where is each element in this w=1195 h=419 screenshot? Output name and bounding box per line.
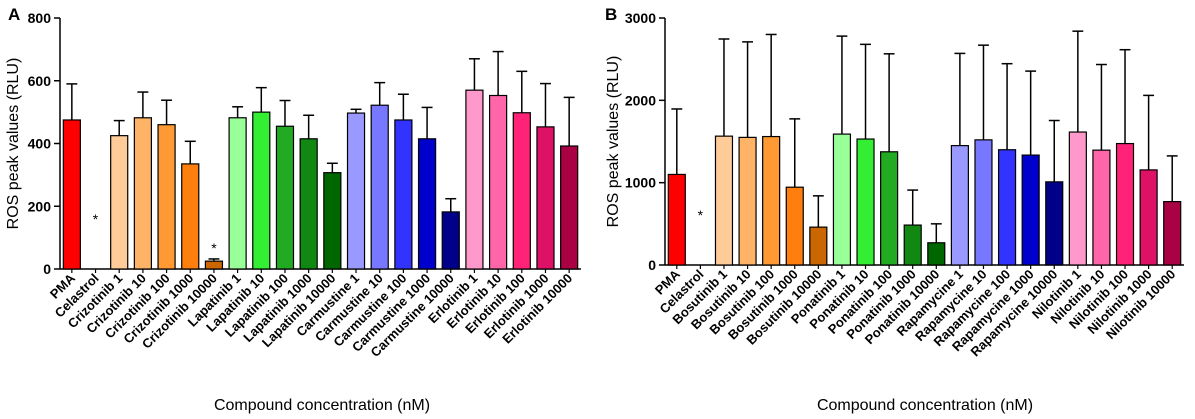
y-tick-label: 800 [28, 10, 52, 26]
x-axis-title: Compound concentration (nM) [214, 397, 430, 414]
y-tick-label: 600 [28, 73, 52, 89]
bar [488, 94, 508, 270]
bar [536, 126, 555, 270]
bar [1045, 181, 1064, 266]
bar [1163, 201, 1182, 266]
bar [560, 145, 579, 270]
y-tick-label: 3000 [625, 10, 656, 26]
bar [370, 104, 389, 270]
bar [465, 89, 484, 270]
bar [1092, 149, 1111, 266]
x-axis-title: Compound concentration (nM) [817, 397, 1033, 414]
bar [667, 173, 686, 266]
bar [441, 211, 460, 270]
bar [809, 226, 828, 266]
y-tick-label: 400 [28, 136, 52, 152]
y-tick-label: 200 [28, 198, 52, 214]
bar [299, 138, 318, 270]
bar [714, 135, 734, 266]
bar [275, 125, 295, 270]
bar [997, 149, 1017, 266]
bar [950, 145, 969, 266]
bar [927, 242, 946, 266]
bar [785, 186, 804, 266]
bar [323, 172, 342, 270]
y-tick-label: 1000 [625, 175, 656, 191]
bar [738, 136, 757, 266]
bar [417, 138, 437, 270]
bar [1068, 131, 1087, 266]
y-axis-title: ROS peak values (RLU) [605, 56, 622, 228]
bar [133, 117, 153, 270]
bar [856, 138, 875, 266]
bar [181, 163, 200, 270]
y-tick-label: 0 [43, 261, 51, 277]
y-tick-label: 0 [648, 257, 656, 273]
bar [62, 119, 81, 270]
panel-label: A [8, 5, 20, 24]
bar [204, 260, 224, 270]
bar [512, 112, 531, 270]
significance-marker: * [211, 240, 217, 256]
significance-marker: * [93, 211, 99, 227]
bar [346, 112, 366, 270]
bar [762, 135, 781, 266]
bar [394, 119, 413, 270]
significance-marker: * [698, 207, 704, 223]
bar [1115, 142, 1135, 266]
bar [157, 124, 176, 270]
y-axis-title: ROS peak values (RLU) [5, 58, 22, 230]
bar [1139, 169, 1158, 266]
bar [903, 224, 922, 266]
y-tick-label: 2000 [625, 92, 656, 108]
bar [832, 133, 852, 266]
bar [1021, 154, 1040, 266]
bar [228, 117, 247, 270]
bar [974, 139, 993, 266]
bar [110, 135, 129, 270]
bar [880, 151, 899, 266]
panel-label: B [605, 5, 617, 24]
bar [252, 111, 271, 270]
